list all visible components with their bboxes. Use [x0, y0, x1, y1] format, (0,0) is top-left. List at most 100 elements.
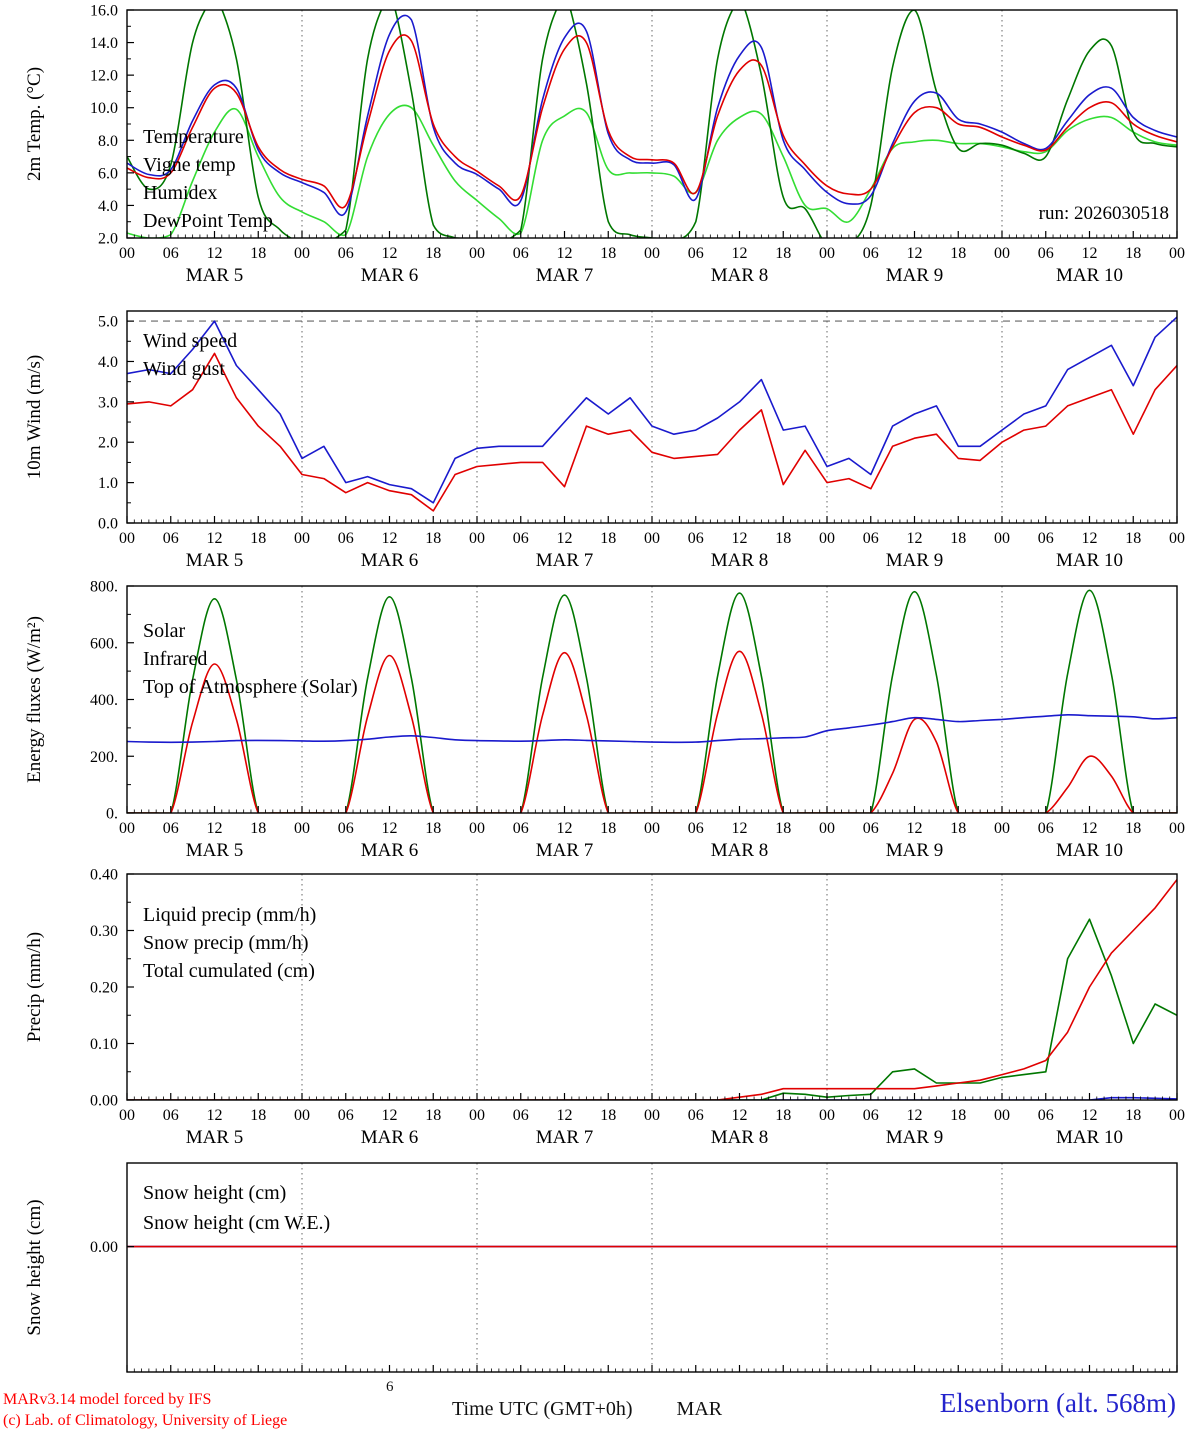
svg-text:06: 06: [863, 1107, 879, 1124]
svg-text:06: 06: [1038, 245, 1054, 262]
svg-text:12: 12: [382, 1107, 398, 1124]
model-credits: MARv3.14 model forced by IFS (c) Lab. of…: [3, 1389, 287, 1431]
svg-text:18: 18: [425, 1107, 441, 1124]
svg-text:12: 12: [1082, 530, 1098, 547]
svg-text:Energy fluxes (W/m²): Energy fluxes (W/m²): [24, 616, 45, 783]
svg-text:MAR 5: MAR 5: [186, 550, 244, 571]
svg-text:18: 18: [950, 245, 966, 262]
svg-text:06: 06: [863, 245, 879, 262]
svg-text:0.40: 0.40: [90, 867, 118, 884]
svg-text:3.0: 3.0: [98, 394, 118, 411]
svg-text:00: 00: [469, 245, 485, 262]
svg-text:00: 00: [819, 1107, 835, 1124]
svg-text:06: 06: [863, 530, 879, 547]
svg-text:18: 18: [775, 245, 791, 262]
svg-text:10.0: 10.0: [90, 100, 118, 117]
svg-text:06: 06: [338, 530, 354, 547]
svg-text:18: 18: [425, 530, 441, 547]
svg-text:MAR 6: MAR 6: [361, 550, 419, 571]
svg-text:00: 00: [994, 245, 1010, 262]
svg-text:06: 06: [1038, 530, 1054, 547]
svg-text:12: 12: [382, 245, 398, 262]
svg-text:MAR 10: MAR 10: [1056, 840, 1123, 861]
svg-text:00: 00: [294, 530, 310, 547]
svg-text:06: 06: [1038, 1107, 1054, 1124]
svg-text:600.: 600.: [90, 635, 118, 652]
svg-text:0.10: 0.10: [90, 1036, 118, 1053]
svg-text:16.0: 16.0: [90, 3, 118, 20]
svg-text:06: 06: [863, 820, 879, 837]
svg-text:06: 06: [513, 530, 529, 547]
svg-text:00: 00: [119, 530, 135, 547]
svg-text:18: 18: [1125, 245, 1141, 262]
series-liquid-precip: [127, 918, 1177, 1100]
svg-text:06: 06: [163, 820, 179, 837]
svg-text:MAR 7: MAR 7: [536, 840, 594, 861]
svg-text:MAR 9: MAR 9: [886, 550, 944, 571]
svg-text:Total cumulated (cm): Total cumulated (cm): [143, 960, 315, 982]
svg-text:MAR 7: MAR 7: [536, 265, 594, 286]
svg-text:run: 2026030518: run: 2026030518: [1039, 203, 1169, 224]
series-temperature: [127, 34, 1177, 209]
svg-text:MAR 5: MAR 5: [186, 265, 244, 286]
svg-text:12: 12: [557, 1107, 573, 1124]
svg-text:Vigne temp: Vigne temp: [143, 154, 236, 176]
svg-text:MAR 8: MAR 8: [711, 840, 769, 861]
svg-text:00: 00: [819, 245, 835, 262]
svg-text:18: 18: [775, 530, 791, 547]
series-total-cumulated: [127, 879, 1177, 1100]
svg-text:Humidex: Humidex: [143, 182, 217, 204]
svg-text:200.: 200.: [90, 749, 118, 766]
svg-text:00: 00: [1169, 530, 1185, 547]
svg-text:00: 00: [1169, 820, 1185, 837]
svg-text:06: 06: [338, 820, 354, 837]
svg-text:06: 06: [513, 245, 529, 262]
svg-text:18: 18: [1125, 530, 1141, 547]
svg-text:Snow height (cm): Snow height (cm): [24, 1199, 45, 1335]
svg-text:00: 00: [294, 1107, 310, 1124]
svg-text:0.00: 0.00: [90, 1239, 118, 1256]
precip-panel: 0.00 0.10 0.20 0.30 0.40 00 06 12 18 00 06 12 18 00 06…: [24, 867, 1185, 1149]
svg-text:12: 12: [1082, 820, 1098, 837]
svg-text:Snow precip (mm/h): Snow precip (mm/h): [143, 932, 309, 954]
svg-text:Top of Atmosphere (Solar): Top of Atmosphere (Solar): [143, 676, 358, 698]
svg-text:18: 18: [600, 1107, 616, 1124]
svg-text:Solar: Solar: [143, 620, 186, 642]
svg-text:12: 12: [207, 1107, 223, 1124]
svg-text:12: 12: [907, 1107, 923, 1124]
svg-text:12: 12: [382, 530, 398, 547]
svg-text:06: 06: [1038, 820, 1054, 837]
svg-text:12: 12: [557, 530, 573, 547]
svg-text:Infrared: Infrared: [143, 648, 207, 670]
svg-text:MAR 9: MAR 9: [886, 1127, 944, 1148]
svg-text:MAR 9: MAR 9: [886, 840, 944, 861]
svg-text:18: 18: [950, 530, 966, 547]
svg-text:8.0: 8.0: [98, 133, 118, 150]
svg-text:MAR 6: MAR 6: [361, 1127, 419, 1148]
svg-text:06: 06: [513, 1107, 529, 1124]
svg-text:MAR 6: MAR 6: [361, 840, 419, 861]
svg-text:06: 06: [338, 1107, 354, 1124]
svg-text:00: 00: [994, 530, 1010, 547]
svg-text:06: 06: [338, 245, 354, 262]
svg-text:12: 12: [557, 245, 573, 262]
svg-text:18: 18: [775, 1107, 791, 1124]
svg-text:Liquid precip (mm/h): Liquid precip (mm/h): [143, 904, 316, 926]
svg-text:Precip (mm/h): Precip (mm/h): [24, 932, 45, 1042]
svg-text:MAR 8: MAR 8: [711, 1127, 769, 1148]
svg-text:18: 18: [950, 820, 966, 837]
svg-text:00: 00: [119, 245, 135, 262]
svg-text:00: 00: [644, 820, 660, 837]
svg-text:00: 00: [1169, 1107, 1185, 1124]
svg-text:0.0: 0.0: [98, 516, 118, 533]
series-humidex: [127, 14, 1177, 216]
svg-text:MAR 6: MAR 6: [361, 265, 419, 286]
svg-text:18: 18: [250, 245, 266, 262]
series-dewpoint-temp: [127, 104, 1177, 238]
svg-text:14.0: 14.0: [90, 35, 118, 52]
svg-text:Snow height (cm): Snow height (cm): [143, 1182, 286, 1204]
svg-text:MAR 7: MAR 7: [536, 1127, 594, 1148]
svg-text:00: 00: [1169, 245, 1185, 262]
